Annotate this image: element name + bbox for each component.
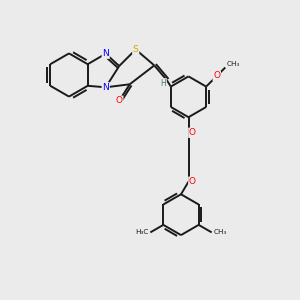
- Text: O: O: [189, 128, 196, 137]
- Text: H₃C: H₃C: [136, 230, 149, 236]
- Text: O: O: [213, 71, 220, 80]
- Text: O: O: [116, 96, 123, 105]
- Text: S: S: [133, 45, 139, 54]
- Text: H: H: [160, 79, 166, 88]
- Text: N: N: [102, 83, 109, 92]
- Text: CH₃: CH₃: [226, 61, 239, 67]
- Text: O: O: [189, 177, 196, 186]
- Text: CH₃: CH₃: [213, 230, 226, 236]
- Text: N: N: [102, 49, 109, 58]
